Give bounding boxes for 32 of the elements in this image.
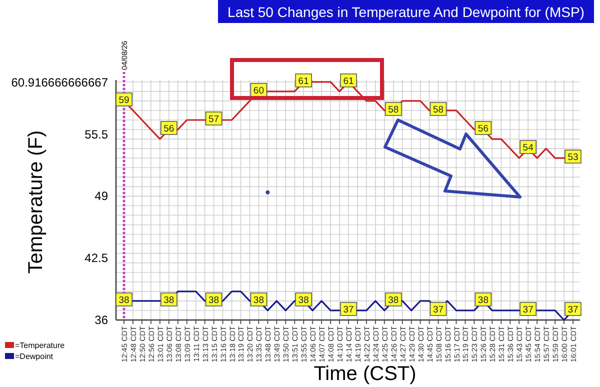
y-tick-label: 49 [94,189,108,204]
data-label: 58 [388,104,399,116]
x-axis-title: Time (CST) [314,363,416,385]
data-label: 37 [433,304,444,316]
data-label: 61 [298,76,309,87]
data-label: 58 [433,104,444,116]
data-label: 38 [118,294,130,306]
data-label: 56 [164,124,174,135]
y-tick-label: 42.5 [84,251,108,266]
data-label: 38 [388,294,399,306]
chart-title: Last 50 Changes in Temperature And Dewpoint for (MSP) [228,4,584,20]
data-label: 37 [568,304,578,316]
data-label: 38 [253,294,264,306]
legend-label: =Dewpoint [15,352,54,361]
legend-label: =Temperature [15,341,66,350]
y-tick-label: 60.916666666667 [11,76,108,90]
data-label: 38 [208,294,220,306]
data-label: 38 [298,294,309,306]
data-label: 60 [253,85,264,96]
data-label: 37 [343,304,354,316]
y-axis-title: Temperature (F) [25,130,47,274]
data-label: 59 [118,94,130,106]
data-label: 61 [343,76,354,87]
data-label: 37 [522,304,534,316]
data-label: 53 [568,152,578,164]
data-label: 57 [208,114,220,125]
y-tick-label: 36 [94,313,108,327]
y-tick-label: 55.5 [84,127,108,142]
data-label: 38 [478,294,488,306]
data-label: 56 [478,124,488,135]
data-label: 38 [164,294,174,306]
data-label: 54 [522,142,534,154]
